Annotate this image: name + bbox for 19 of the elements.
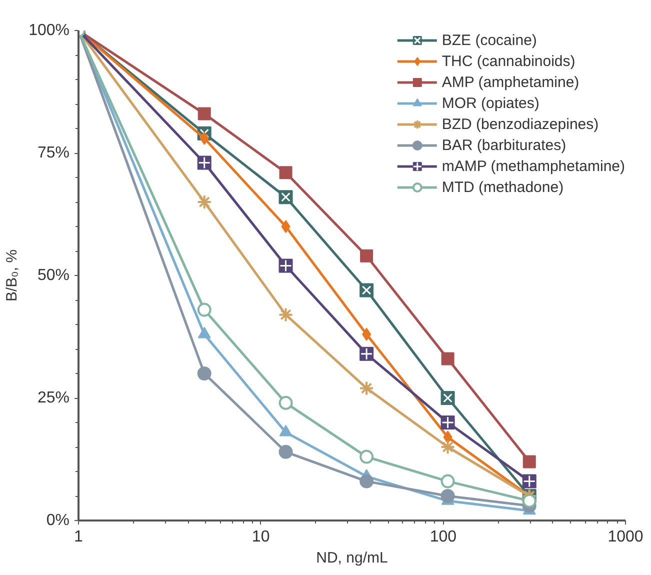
legend-label: mAMP (methamphetamine) — [442, 158, 625, 174]
legend-label: MOR (opiates) — [442, 94, 540, 112]
x-axis-title: ND, ng/mL — [316, 550, 388, 566]
x-tick-label: 10 — [252, 528, 270, 546]
y-tick-label: 100% — [28, 22, 70, 39]
x-tick-label: 100 — [430, 528, 457, 546]
legend-label: MTD (methadone) — [442, 178, 564, 196]
y-tick-label: 0% — [46, 512, 70, 529]
x-tick-label: 1 — [74, 528, 84, 546]
legend-label: BAR (barbiturates) — [442, 136, 566, 154]
y-tick-label: 50% — [37, 267, 70, 284]
legend-label: BZD (benzodiazepines) — [442, 116, 599, 132]
y-tick-label: 25% — [37, 390, 70, 406]
y-tick-label: 75% — [37, 144, 70, 162]
y-axis-title: B/B₀, % — [4, 249, 21, 302]
x-tick-label: 1000 — [608, 528, 644, 546]
legend-label: BZE (cocaine) — [442, 32, 537, 48]
legend-label: AMP (amphetamine) — [442, 74, 580, 90]
legend-label: THC (cannabinoids) — [442, 52, 576, 70]
